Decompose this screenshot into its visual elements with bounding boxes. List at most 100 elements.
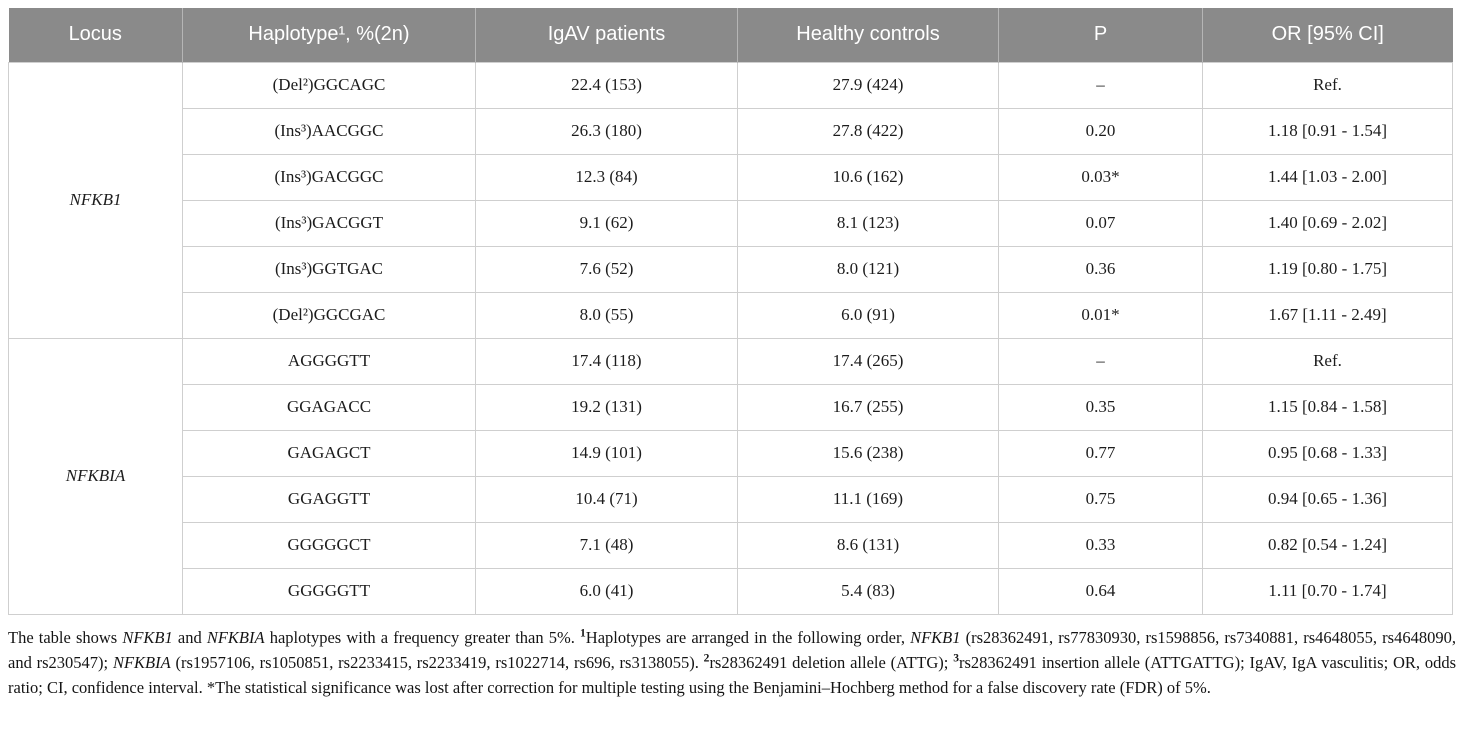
p-value-cell: 0.01*: [998, 291, 1203, 339]
or-95ci-cell: Ref.: [1202, 337, 1453, 385]
haplotype-results-table: Locus Haplotype¹, %(2n) IgAV patients He…: [8, 8, 1453, 615]
igav-patients-cell: 7.1 (48): [475, 521, 738, 569]
or-95ci-cell: 1.18 [0.91 - 1.54]: [1202, 107, 1453, 155]
or-95ci-cell: 1.40 [0.69 - 2.02]: [1202, 199, 1453, 247]
footnote-segment: Haplotypes are arranged in the following…: [585, 627, 911, 647]
table-row: (Ins³)AACGGC 26.3 (180) 27.8 (422) 0.20 1.18…: [9, 107, 1453, 155]
healthy-controls-cell: 15.6 (238): [737, 429, 999, 477]
or-95ci-cell: 1.67 [1.11 - 2.49]: [1202, 291, 1453, 339]
p-value-cell: 0.03*: [998, 153, 1203, 201]
healthy-controls-cell: 11.1 (169): [737, 475, 999, 523]
table-row: GGGGGTT 6.0 (41) 5.4 (83) 0.64 1.11 [0.70 - …: [9, 567, 1453, 615]
igav-patients-cell: 12.3 (84): [475, 153, 738, 201]
table-row: GAGAGCT 14.9 (101) 15.6 (238) 0.77 0.95 [0.6…: [9, 429, 1453, 477]
or-95ci-cell: 1.15 [0.84 - 1.58]: [1202, 383, 1453, 431]
haplotype-cell: GGGGGTT: [182, 567, 476, 615]
igav-patients-cell: 17.4 (118): [475, 337, 738, 385]
igav-patients-cell: 6.0 (41): [475, 567, 738, 615]
p-value-cell: 0.77: [998, 429, 1203, 477]
or-95ci-cell: 0.95 [0.68 - 1.33]: [1202, 429, 1453, 477]
footnote-segment: NFKBIA: [112, 652, 171, 672]
p-value-cell: 0.35: [998, 383, 1203, 431]
healthy-controls-cell: 27.8 (422): [737, 107, 999, 155]
table-row: (Ins³)GACGGC 12.3 (84) 10.6 (162) 0.03* 1.44…: [9, 153, 1453, 201]
healthy-controls-cell: 8.0 (121): [737, 245, 999, 293]
footnote-segment: NFKBIA: [206, 627, 265, 647]
p-value-cell: 0.07: [998, 199, 1203, 247]
header-or-ci: OR [95% CI]: [1202, 8, 1453, 62]
p-value-cell: –: [998, 337, 1203, 385]
footnote-segment: rs28362491 deletion allele (ATTG);: [709, 652, 954, 672]
table-row: NFKBIA AGGGGTT 17.4 (118) 17.4 (265) – Ref.: [8, 337, 1453, 615]
page: Locus Haplotype¹, %(2n) IgAV patients He…: [8, 8, 1456, 700]
haplotype-cell: AGGGGTT: [182, 337, 476, 385]
table-body: NFKB1 (Del²)GGCAGC 22.4 (153) 27.9 (424) – Re…: [8, 61, 1453, 615]
haplotype-cell: GGAGGTT: [182, 475, 476, 523]
footnote-segment: NFKB1: [910, 627, 961, 647]
table-footnote: The table shows NFKB1 and NFKBIA haploty…: [8, 625, 1456, 700]
table-row: NFKB1 (Del²)GGCAGC 22.4 (153) 27.9 (424) – Re…: [8, 61, 1453, 339]
or-95ci-cell: 1.44 [1.03 - 2.00]: [1202, 153, 1453, 201]
locus-cell: NFKBIA: [8, 337, 183, 615]
haplotype-cell: (Del²)GGCAGC: [182, 61, 476, 109]
healthy-controls-cell: 10.6 (162): [737, 153, 999, 201]
or-95ci-cell: Ref.: [1202, 61, 1453, 109]
footnote-segment: and: [172, 627, 207, 647]
footnote-segment: (rs1957106, rs1050851, rs2233415, rs2233…: [170, 652, 704, 672]
header-row: Locus Haplotype¹, %(2n) IgAV patients He…: [8, 8, 1453, 62]
table-header: Locus Haplotype¹, %(2n) IgAV patients He…: [8, 8, 1453, 62]
igav-patients-cell: 7.6 (52): [475, 245, 738, 293]
footnote-segment: (rs28362491, rs77830930, rs1598856, rs73…: [8, 627, 1456, 672]
or-95ci-cell: 1.19 [0.80 - 1.75]: [1202, 245, 1453, 293]
igav-patients-cell: 10.4 (71): [475, 475, 738, 523]
p-value-cell: 0.75: [998, 475, 1203, 523]
p-value-cell: 0.36: [998, 245, 1203, 293]
healthy-controls-cell: 27.9 (424): [737, 61, 999, 109]
header-p-value: P: [998, 8, 1203, 62]
p-value-cell: 0.64: [998, 567, 1203, 615]
haplotype-cell: (Ins³)AACGGC: [182, 107, 476, 155]
healthy-controls-cell: 16.7 (255): [737, 383, 999, 431]
footnote-segment: rs28362491 insertion allele (ATTGATTG); …: [8, 652, 1457, 697]
healthy-controls-cell: 5.4 (83): [737, 567, 999, 615]
igav-patients-cell: 19.2 (131): [475, 383, 738, 431]
footnote-segment: 3: [953, 652, 959, 664]
p-value-cell: 0.20: [998, 107, 1203, 155]
table-row: (Ins³)GGTGAC 7.6 (52) 8.0 (121) 0.36 1.19 [0…: [9, 245, 1453, 293]
healthy-controls-cell: 6.0 (91): [737, 291, 999, 339]
igav-patients-cell: 8.0 (55): [475, 291, 738, 339]
header-locus: Locus: [8, 8, 183, 62]
igav-patients-cell: 22.4 (153): [475, 61, 738, 109]
footnote-segment: haplotypes with a frequency greater than…: [264, 627, 580, 647]
or-95ci-cell: 0.94 [0.65 - 1.36]: [1202, 475, 1453, 523]
footnote-segment: 2: [703, 652, 710, 664]
p-value-cell: 0.33: [998, 521, 1203, 569]
haplotype-cell: GGGGGCT: [182, 521, 476, 569]
p-value-cell: –: [998, 61, 1203, 109]
header-haplotype: Haplotype¹, %(2n): [182, 8, 476, 62]
footnote-segment: The table shows: [8, 627, 123, 647]
healthy-controls-cell: 8.6 (131): [737, 521, 999, 569]
healthy-controls-cell: 17.4 (265): [737, 337, 999, 385]
or-95ci-cell: 1.11 [0.70 - 1.74]: [1202, 567, 1453, 615]
haplotype-cell: (Ins³)GGTGAC: [182, 245, 476, 293]
table-row: GGGGGCT 7.1 (48) 8.6 (131) 0.33 0.82 [0.54 -…: [9, 521, 1453, 569]
haplotype-cell: (Del²)GGCGAC: [182, 291, 476, 339]
footnote-segment: NFKB1: [122, 627, 173, 647]
haplotype-cell: GAGAGCT: [182, 429, 476, 477]
haplotype-cell: (Ins³)GACGGC: [182, 153, 476, 201]
healthy-controls-cell: 8.1 (123): [737, 199, 999, 247]
header-igav-patients: IgAV patients: [475, 8, 738, 62]
footnote-segment: 1: [580, 627, 586, 639]
table-row: (Ins³)GACGGT 9.1 (62) 8.1 (123) 0.07 1.40 [0…: [9, 199, 1453, 247]
header-healthy-controls: Healthy controls: [737, 8, 999, 62]
table-row: GGAGACC 19.2 (131) 16.7 (255) 0.35 1.15 [0.8…: [9, 383, 1453, 431]
igav-patients-cell: 9.1 (62): [475, 199, 738, 247]
locus-cell: NFKB1: [8, 61, 183, 339]
table-row: (Del²)GGCGAC 8.0 (55) 6.0 (91) 0.01* 1.67 [1…: [9, 291, 1453, 339]
haplotype-cell: GGAGACC: [182, 383, 476, 431]
or-95ci-cell: 0.82 [0.54 - 1.24]: [1202, 521, 1453, 569]
table-row: GGAGGTT 10.4 (71) 11.1 (169) 0.75 0.94 [0.65…: [9, 475, 1453, 523]
igav-patients-cell: 14.9 (101): [475, 429, 738, 477]
haplotype-cell: (Ins³)GACGGT: [182, 199, 476, 247]
